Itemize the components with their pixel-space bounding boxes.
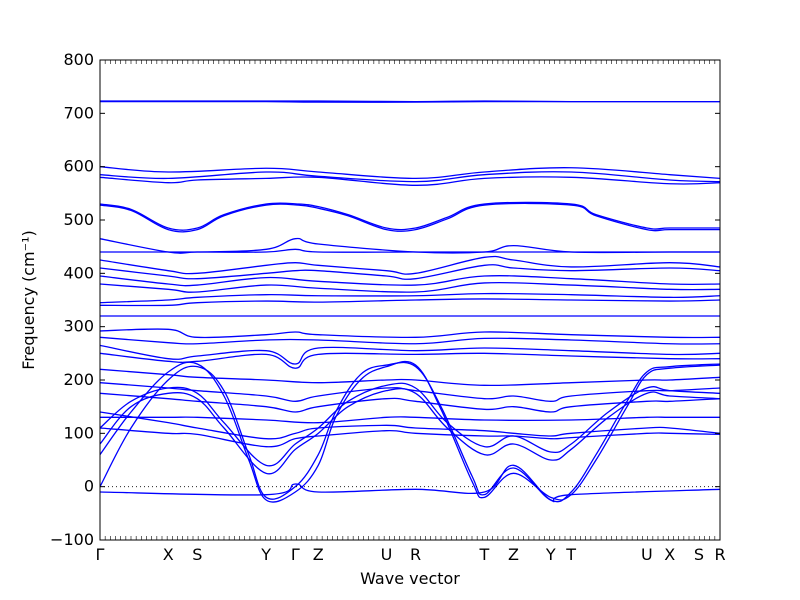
x-tick-label-3: S: [192, 545, 202, 564]
band-line-6: [100, 201, 720, 231]
x-tick-label-1: Γ: [96, 545, 105, 564]
band-line-22: [100, 360, 720, 503]
y-tick-label: 500: [63, 210, 94, 229]
band-line-24: [100, 382, 720, 467]
x-tick-label-7: U: [381, 545, 393, 564]
y-axis-label: Frequency (cm⁻¹): [19, 230, 38, 369]
x-tick-label-6: Z: [313, 545, 324, 564]
y-tick-label: 200: [63, 370, 94, 389]
x-tick-label-4: Y: [260, 545, 271, 564]
plot-frame: [99, 59, 721, 541]
band-line-5: [100, 176, 720, 186]
band-line-15: [100, 298, 720, 307]
band-line-30: [100, 416, 720, 424]
y-tick-label: −100: [50, 530, 94, 549]
band-line-27: [100, 382, 720, 402]
x-tick-label-10: Z: [508, 545, 519, 564]
x-tick-label-14: X: [664, 545, 675, 564]
series-layer: [100, 100, 720, 503]
band-line-10: [100, 255, 720, 275]
band-line-12: [100, 275, 720, 287]
band-line-18: [100, 336, 720, 345]
y-tick-label: 400: [63, 263, 94, 282]
y-tick-label: 0: [84, 477, 94, 496]
y-tick-label: 300: [63, 317, 94, 336]
band-line-13: [100, 281, 720, 293]
x-tick-label-13: U: [641, 545, 653, 564]
band-line-8: [100, 237, 720, 254]
x-tick-label-11: Y: [545, 545, 556, 564]
band-line-17: [100, 328, 720, 339]
band-line-7: [100, 202, 720, 233]
x-tick-label-5: Γ: [291, 545, 300, 564]
x-tick-label-9: T: [479, 545, 490, 564]
band-line-3: [100, 166, 720, 180]
band-line-21: [100, 361, 720, 503]
y-tick-label: 700: [63, 103, 94, 122]
band-line-11: [100, 264, 720, 280]
x-tick-label-8: R: [410, 545, 421, 564]
y-tick-label: 800: [63, 50, 94, 69]
band-line-28: [100, 392, 720, 413]
band-line-26: [100, 427, 720, 448]
x-tick-label-16: R: [714, 545, 725, 564]
band-line-2: [100, 100, 720, 103]
band-line-31: [100, 464, 720, 503]
x-tick-label-12: T: [565, 545, 576, 564]
band-line-14: [100, 292, 720, 304]
x-tick-label-2: X: [163, 545, 174, 564]
x-axis-label: Wave vector: [360, 569, 460, 588]
band-line-25: [100, 411, 720, 440]
y-tick-label: 100: [63, 423, 94, 442]
band-line-29: [100, 368, 720, 387]
band-line-4: [100, 171, 720, 183]
y-tick-label: 600: [63, 157, 94, 176]
band-line-19: [100, 344, 720, 365]
x-tick-label-15: S: [694, 545, 704, 564]
band-line-9: [100, 248, 720, 253]
